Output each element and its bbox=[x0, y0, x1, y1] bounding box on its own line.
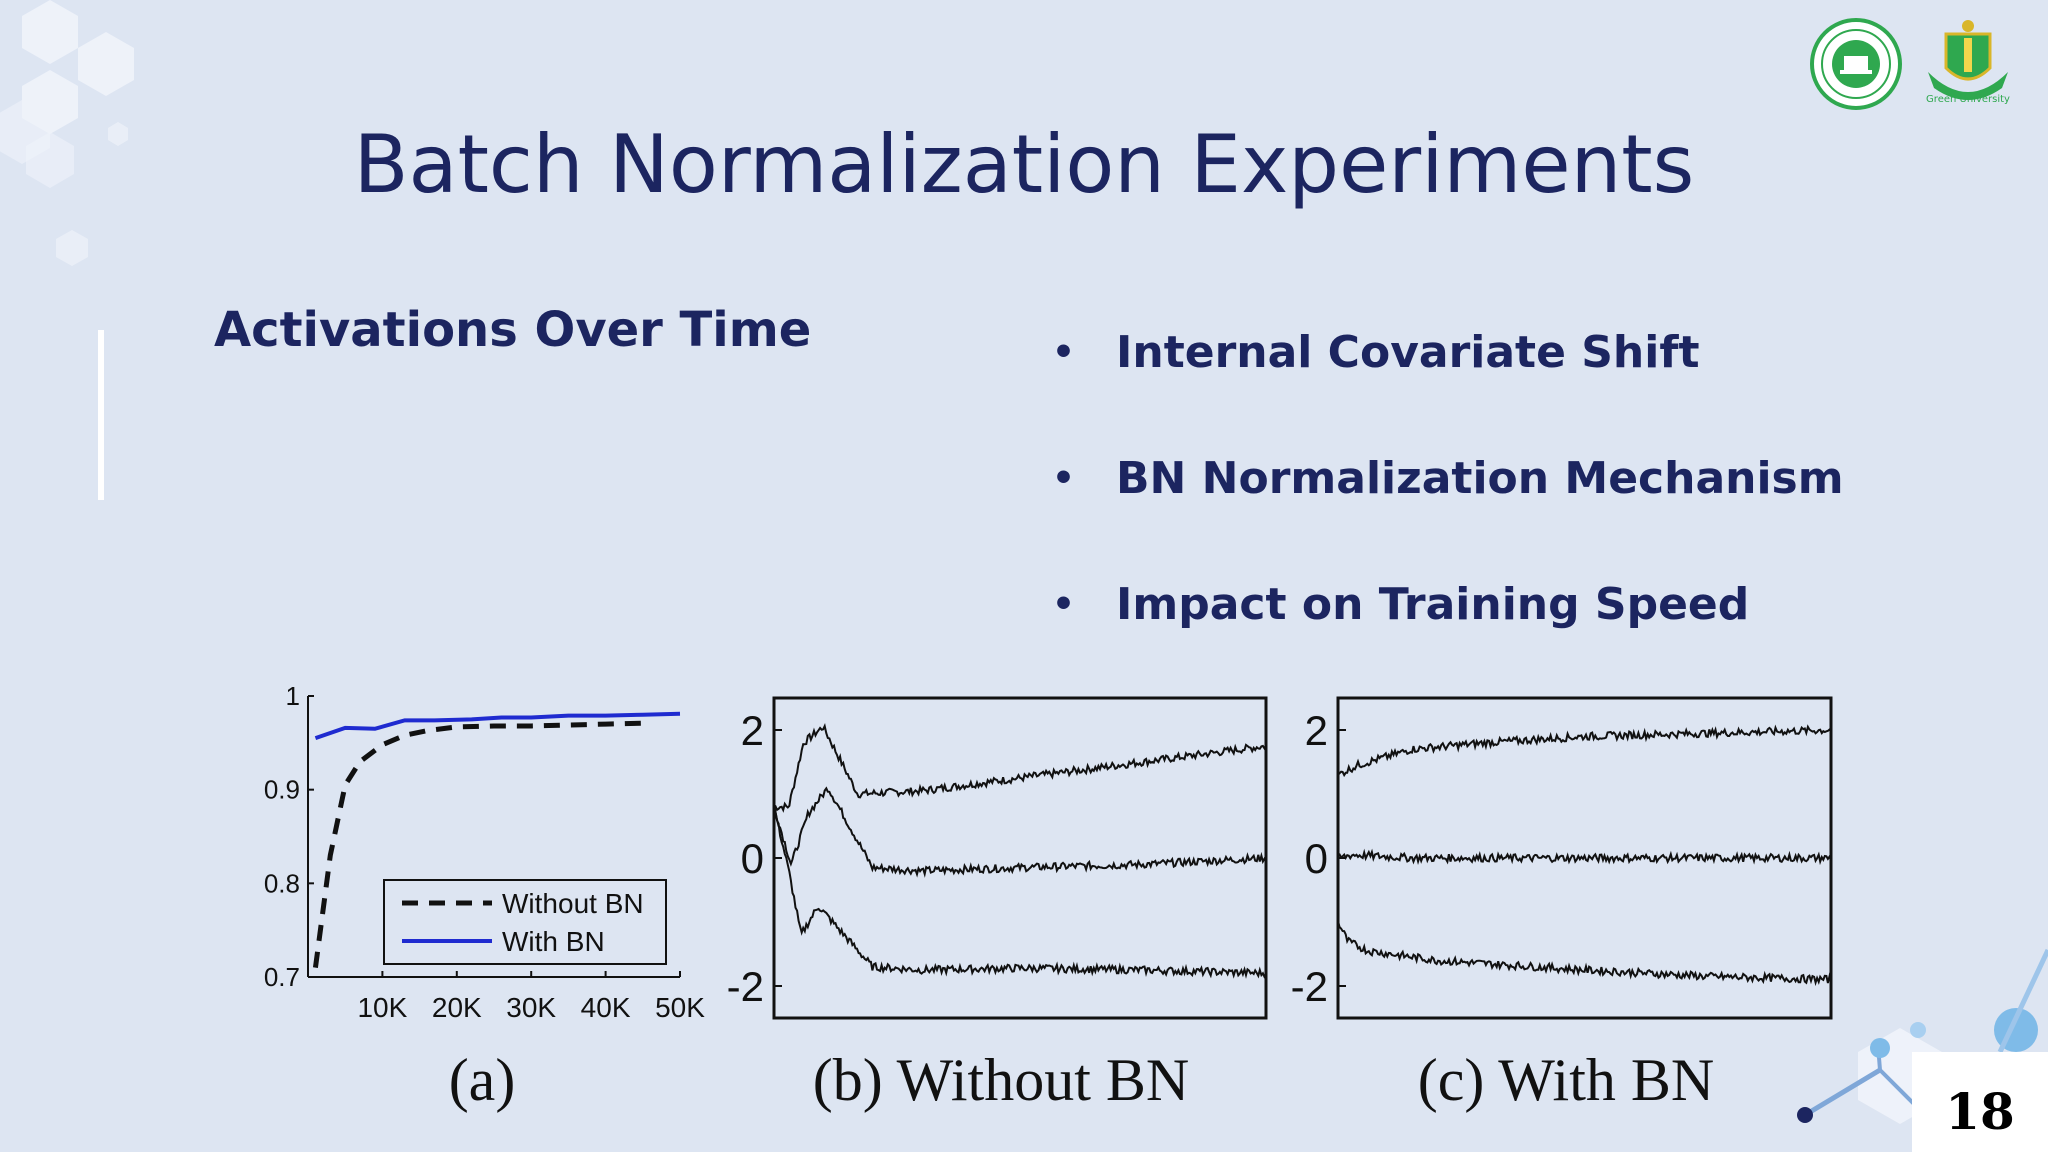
x-tick-label: 20K bbox=[432, 992, 482, 1023]
legend-box bbox=[383, 879, 667, 965]
bullet-dot-icon: • bbox=[1052, 584, 1076, 625]
chart-caption: (a) bbox=[449, 1047, 516, 1113]
series-line-1 bbox=[1337, 848, 1832, 866]
green-university-crest-icon: Green University bbox=[1926, 20, 2010, 105]
series-line-1 bbox=[773, 786, 1267, 878]
legend-label: With BN bbox=[502, 926, 605, 957]
x-tick-label: 30K bbox=[506, 992, 556, 1023]
y-tick-label: 2 bbox=[741, 707, 764, 754]
page-number-box: 18 bbox=[1912, 1052, 2048, 1152]
series-line-0 bbox=[773, 723, 1267, 813]
accent-bar bbox=[98, 330, 104, 500]
series-line-2 bbox=[1337, 920, 1832, 987]
y-tick-label: 0.9 bbox=[264, 775, 300, 805]
series-line-2 bbox=[773, 805, 1267, 979]
series-line-with-bn bbox=[314, 711, 681, 741]
slide-title: Batch Normalization Experiments bbox=[353, 118, 1695, 211]
page-number: 18 bbox=[1945, 1082, 2015, 1141]
bullet-item: • Impact on Training Speed bbox=[1052, 570, 1844, 696]
x-tick-label: 50K bbox=[655, 992, 705, 1023]
x-tick-label: 10K bbox=[357, 992, 407, 1023]
bullet-dot-icon: • bbox=[1052, 458, 1076, 499]
crest-caption: Green University bbox=[1926, 94, 2010, 105]
y-tick-label: 0 bbox=[741, 835, 764, 882]
bullet-text: Impact on Training Speed bbox=[1116, 579, 1750, 630]
bullet-text: Internal Covariate Shift bbox=[1116, 327, 1700, 378]
y-tick-label: 0.7 bbox=[264, 962, 300, 992]
bullet-item: • Internal Covariate Shift bbox=[1052, 318, 1844, 444]
chart-caption: (c) With BN bbox=[1418, 1047, 1714, 1113]
y-tick-label: 2 bbox=[1305, 707, 1328, 754]
hexagon-pattern-icon bbox=[0, 0, 134, 266]
chart-b bbox=[772, 696, 1268, 1020]
bullet-list: • Internal Covariate Shift • BN Normalizat… bbox=[1052, 318, 1844, 696]
bullet-item: • BN Normalization Mechanism bbox=[1052, 444, 1844, 570]
y-tick-label: 1 bbox=[286, 681, 300, 711]
y-tick-label: 0 bbox=[1305, 835, 1328, 882]
slide-subtitle: Activations Over Time bbox=[214, 302, 812, 358]
chart-caption: (b) Without BN bbox=[813, 1047, 1189, 1113]
bullet-text: BN Normalization Mechanism bbox=[1116, 453, 1844, 504]
x-tick-label: 40K bbox=[581, 992, 631, 1023]
series-line-0 bbox=[1337, 724, 1832, 778]
cse-department-seal-icon bbox=[1810, 18, 1902, 110]
legend-label: Without BN bbox=[502, 888, 644, 919]
y-tick-label: -2 bbox=[727, 963, 764, 1010]
chart-c bbox=[1336, 696, 1833, 1020]
bullet-dot-icon: • bbox=[1052, 332, 1076, 373]
chart-a bbox=[307, 695, 681, 978]
y-tick-label: 0.8 bbox=[264, 868, 300, 898]
y-tick-label: -2 bbox=[1291, 963, 1328, 1010]
